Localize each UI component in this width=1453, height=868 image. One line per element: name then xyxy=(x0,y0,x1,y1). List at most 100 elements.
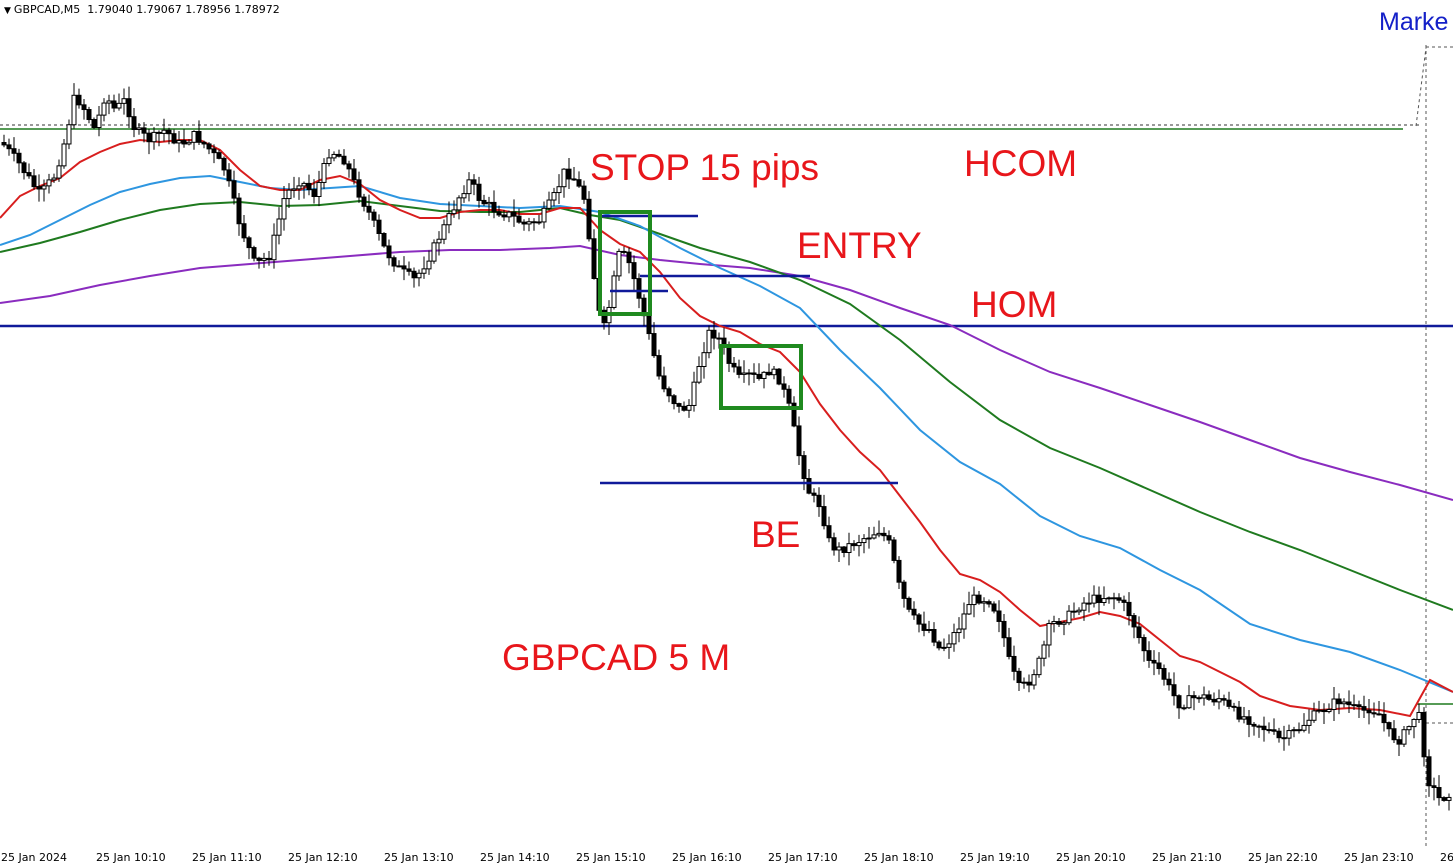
time-tick-label: 25 Jan 15:10 xyxy=(576,851,646,864)
candlestick xyxy=(986,599,992,608)
candlestick xyxy=(666,386,672,403)
candlestick-series xyxy=(1,83,1452,811)
candlestick xyxy=(791,396,797,428)
time-tick-label: 25 Jan 2024 xyxy=(1,851,67,864)
candlestick xyxy=(491,190,497,219)
candlestick xyxy=(586,191,592,242)
time-tick-label: 25 Jan 14:10 xyxy=(480,851,550,864)
candlestick xyxy=(551,187,557,207)
hom-annotation: HOM xyxy=(971,284,1058,325)
candlestick xyxy=(496,205,502,218)
candlestick xyxy=(911,601,917,620)
price-chart-canvas[interactable] xyxy=(0,0,1453,848)
close-price: 1.78972 xyxy=(234,3,280,16)
candlestick xyxy=(1131,612,1137,639)
entry-zone-box[interactable] xyxy=(598,210,652,316)
candlestick xyxy=(856,534,862,557)
candlestick xyxy=(1061,620,1067,636)
candlestick xyxy=(441,219,447,245)
candlestick xyxy=(511,199,517,227)
time-tick-label: 25 Jan 22:10 xyxy=(1248,851,1318,864)
candlestick xyxy=(621,246,627,255)
candlestick xyxy=(311,179,317,204)
candlestick xyxy=(736,359,742,379)
candlestick xyxy=(181,129,187,148)
candlestick xyxy=(6,138,12,156)
candlestick xyxy=(921,611,927,637)
candlestick xyxy=(761,371,767,389)
candlestick xyxy=(561,168,567,198)
candlestick xyxy=(891,536,897,564)
candlestick xyxy=(121,88,127,115)
candlestick xyxy=(1406,725,1412,735)
candlestick xyxy=(46,173,52,194)
header-dropdown-icon[interactable]: ▼ xyxy=(4,6,11,16)
candlestick xyxy=(1401,726,1407,747)
candlestick xyxy=(1341,698,1347,708)
candlestick xyxy=(966,591,972,616)
candlestick xyxy=(776,368,782,386)
candlestick xyxy=(1266,722,1272,734)
candlestick xyxy=(256,256,262,269)
candlestick xyxy=(836,542,842,563)
candlestick xyxy=(1336,693,1342,715)
candlestick xyxy=(1026,674,1032,693)
time-tick-label: 25 Jan 13:10 xyxy=(384,851,454,864)
candlestick xyxy=(566,157,572,189)
candlestick xyxy=(931,622,937,647)
candlestick xyxy=(1441,796,1447,802)
candlestick xyxy=(131,108,137,138)
candlestick xyxy=(1386,721,1392,737)
candlestick xyxy=(866,526,872,549)
candlestick xyxy=(1221,694,1227,706)
candlestick xyxy=(1086,592,1092,613)
candlestick xyxy=(476,176,482,208)
candlestick xyxy=(346,160,352,178)
candlestick xyxy=(251,245,257,262)
candlestick xyxy=(616,248,622,281)
candlestick xyxy=(146,128,152,155)
consolidation-box[interactable] xyxy=(719,344,803,410)
candlestick xyxy=(1251,721,1257,736)
candlestick xyxy=(1281,725,1287,751)
candlestick xyxy=(26,163,32,179)
candlestick xyxy=(1421,707,1427,767)
candlestick xyxy=(501,209,507,221)
candlestick xyxy=(681,401,687,412)
candlestick xyxy=(1211,692,1217,706)
candlestick xyxy=(821,494,827,530)
candlestick xyxy=(91,117,97,130)
candlestick xyxy=(786,385,792,410)
candlestick xyxy=(371,209,377,228)
candlestick xyxy=(86,106,92,124)
candlestick xyxy=(331,151,337,162)
candlestick xyxy=(1176,694,1182,719)
time-axis: 25 Jan 2024 25 Jan 10:10 25 Jan 11:10 25… xyxy=(0,848,1453,868)
candlestick xyxy=(56,159,62,182)
candlestick xyxy=(161,118,167,142)
candlestick xyxy=(1376,701,1382,716)
candlestick xyxy=(466,172,472,202)
candlestick xyxy=(451,200,457,218)
candlestick xyxy=(556,174,562,205)
candlestick xyxy=(516,208,522,224)
candlestick xyxy=(1096,586,1102,616)
candlestick xyxy=(1171,672,1177,706)
candlestick xyxy=(1296,722,1302,734)
candlestick xyxy=(671,393,677,410)
candlestick xyxy=(1101,586,1107,606)
candlestick xyxy=(1111,592,1117,610)
candlestick xyxy=(1,134,7,148)
candlestick xyxy=(521,219,527,231)
candlestick xyxy=(1181,704,1187,711)
candlestick xyxy=(136,123,142,135)
time-tick-label: 26 xyxy=(1440,851,1453,864)
ema-mid-line xyxy=(0,174,1453,693)
candlestick xyxy=(541,201,547,229)
candlestick xyxy=(291,176,297,198)
candlestick xyxy=(381,232,387,248)
candlestick xyxy=(486,196,492,216)
candlestick xyxy=(1151,650,1157,676)
time-tick-label: 25 Jan 18:10 xyxy=(864,851,934,864)
